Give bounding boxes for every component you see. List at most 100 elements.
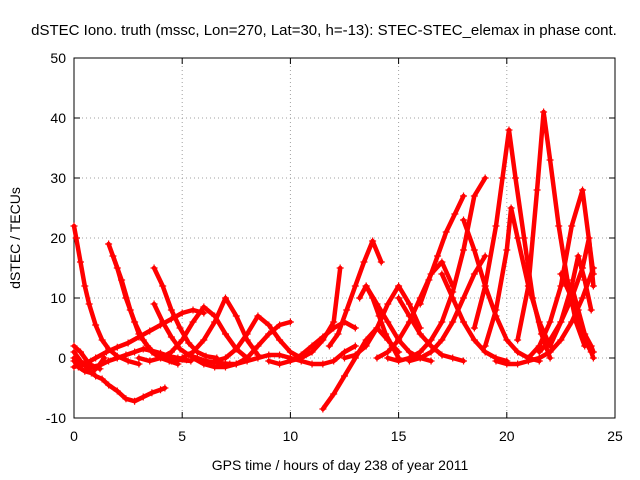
series-38 bbox=[568, 282, 597, 356]
data-point bbox=[189, 348, 197, 356]
data-point bbox=[96, 361, 104, 369]
data-point bbox=[514, 360, 522, 368]
data-point bbox=[589, 348, 597, 356]
data-point bbox=[92, 372, 100, 380]
x-tick-label: 25 bbox=[607, 428, 623, 444]
data-point bbox=[265, 357, 273, 365]
data-point bbox=[535, 318, 543, 326]
data-point bbox=[395, 282, 403, 290]
data-point bbox=[416, 354, 424, 362]
data-point bbox=[70, 222, 78, 230]
data-point bbox=[319, 360, 327, 368]
data-point bbox=[70, 354, 78, 362]
data-point bbox=[98, 336, 106, 344]
series-line bbox=[417, 193, 466, 307]
data-point bbox=[81, 360, 89, 368]
data-point bbox=[470, 324, 478, 332]
data-point bbox=[505, 126, 513, 134]
data-point bbox=[150, 300, 158, 308]
data-point bbox=[589, 354, 597, 362]
data-point bbox=[373, 354, 381, 362]
chart-title: dSTEC Iono. truth (mssc, Lon=270, Lat=30… bbox=[31, 22, 617, 39]
data-point bbox=[351, 282, 359, 290]
data-point bbox=[427, 357, 435, 365]
x-tick-label: 15 bbox=[391, 428, 407, 444]
data-point bbox=[574, 306, 582, 314]
data-point bbox=[492, 357, 500, 365]
data-point bbox=[514, 348, 522, 356]
data-point bbox=[139, 345, 147, 353]
data-point bbox=[587, 306, 595, 314]
data-point bbox=[325, 342, 333, 350]
y-tick-label: 40 bbox=[50, 110, 66, 126]
data-point bbox=[167, 348, 175, 356]
series-14 bbox=[211, 312, 305, 365]
data-point bbox=[356, 294, 364, 302]
data-point bbox=[135, 360, 143, 368]
data-point bbox=[351, 342, 359, 350]
data-point bbox=[336, 264, 344, 272]
data-point bbox=[546, 156, 554, 164]
data-point bbox=[557, 282, 565, 290]
data-point bbox=[587, 342, 595, 350]
data-point bbox=[319, 336, 327, 344]
data-point bbox=[157, 321, 165, 329]
y-tick-label: 0 bbox=[58, 350, 66, 366]
series-line bbox=[482, 205, 553, 349]
data-point bbox=[161, 384, 169, 392]
data-point bbox=[568, 222, 576, 230]
data-point bbox=[200, 303, 208, 311]
data-point bbox=[360, 258, 368, 266]
data-point bbox=[308, 342, 316, 350]
data-point bbox=[535, 342, 543, 350]
data-point bbox=[254, 342, 262, 350]
data-point bbox=[481, 282, 489, 290]
data-point bbox=[555, 222, 563, 230]
data-point bbox=[286, 318, 294, 326]
data-point bbox=[167, 357, 175, 365]
data-point bbox=[438, 270, 446, 278]
x-tick-label: 10 bbox=[283, 428, 299, 444]
data-point bbox=[87, 369, 95, 377]
y-axis-label: dSTEC / TECUs bbox=[7, 187, 23, 289]
data-point bbox=[131, 397, 139, 405]
data-point bbox=[395, 294, 403, 302]
data-point bbox=[139, 393, 147, 401]
data-point bbox=[211, 357, 219, 365]
data-point bbox=[395, 336, 403, 344]
data-point bbox=[286, 357, 294, 365]
data-point bbox=[384, 300, 392, 308]
data-point bbox=[546, 348, 554, 356]
data-point bbox=[568, 282, 576, 290]
data-point bbox=[442, 228, 450, 236]
data-point bbox=[546, 318, 554, 326]
data-point bbox=[185, 339, 193, 347]
y-tick-label: 30 bbox=[50, 170, 66, 186]
data-point bbox=[460, 216, 468, 224]
data-point bbox=[427, 336, 435, 344]
data-point bbox=[384, 318, 392, 326]
series-19 bbox=[286, 264, 344, 365]
data-point bbox=[395, 357, 403, 365]
data-point bbox=[507, 204, 515, 212]
data-point bbox=[369, 237, 377, 245]
data-point bbox=[135, 354, 143, 362]
data-point bbox=[568, 318, 576, 326]
series-24 bbox=[384, 174, 489, 365]
data-point bbox=[470, 246, 478, 254]
data-point bbox=[460, 246, 468, 254]
data-point bbox=[286, 348, 294, 356]
data-point bbox=[449, 354, 457, 362]
data-point bbox=[87, 363, 95, 371]
data-point bbox=[579, 294, 587, 302]
data-point bbox=[178, 354, 186, 362]
data-point bbox=[146, 327, 154, 335]
data-point bbox=[427, 342, 435, 350]
data-point bbox=[148, 389, 156, 397]
data-point bbox=[330, 357, 338, 365]
y-tick-label: -10 bbox=[46, 410, 66, 426]
data-point bbox=[377, 258, 385, 266]
data-point bbox=[265, 330, 273, 338]
data-point bbox=[72, 234, 80, 242]
